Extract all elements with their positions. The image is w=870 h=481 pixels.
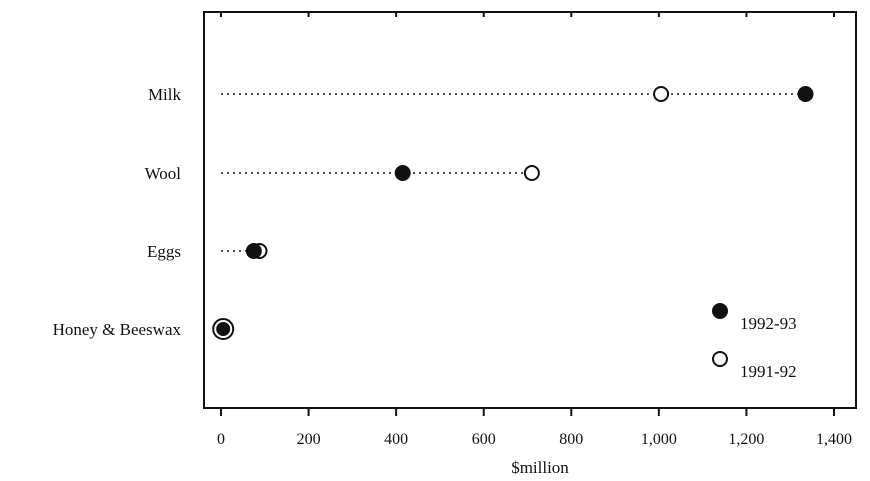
legend-label-1992-93: 1992-93 [740, 314, 797, 333]
x-tick-label-0: 0 [217, 431, 225, 448]
plot-frame [203, 11, 857, 409]
x-axis: 0 200 400 600 800 1,000 1,200 1,400 [217, 12, 852, 448]
x-tick-label-200: 200 [297, 431, 321, 448]
point-eggs-1992-93 [245, 243, 262, 259]
legend: 1992-93 1991-92 [712, 303, 797, 381]
point-honey-beeswax-1992-93 [216, 322, 231, 336]
point-milk-1991-92 [653, 86, 670, 102]
x-tick-label-1400: 1,400 [816, 431, 852, 448]
category-label-milk: Milk [148, 85, 182, 104]
leader-lines [221, 93, 806, 252]
x-tick-label-600: 600 [472, 431, 496, 448]
x-tick-label-1200: 1,200 [728, 431, 764, 448]
data-points [212, 86, 814, 340]
x-axis-title: $million [511, 458, 569, 477]
category-label-eggs: Eggs [147, 242, 181, 261]
x-tick-label-1000: 1,000 [641, 431, 677, 448]
category-labels: Milk Wool Eggs Honey & Beeswax [53, 85, 182, 339]
x-tick-label-800: 800 [559, 431, 583, 448]
legend-label-1991-92: 1991-92 [740, 362, 797, 381]
legend-marker-filled [712, 303, 728, 319]
point-wool-1991-92 [523, 165, 540, 181]
category-label-honey-beeswax: Honey & Beeswax [53, 320, 182, 339]
legend-marker-open [712, 351, 728, 367]
category-label-wool: Wool [145, 164, 182, 183]
point-wool-1992-93 [394, 165, 411, 181]
point-milk-1992-93 [797, 86, 814, 102]
x-tick-label-400: 400 [384, 431, 408, 448]
